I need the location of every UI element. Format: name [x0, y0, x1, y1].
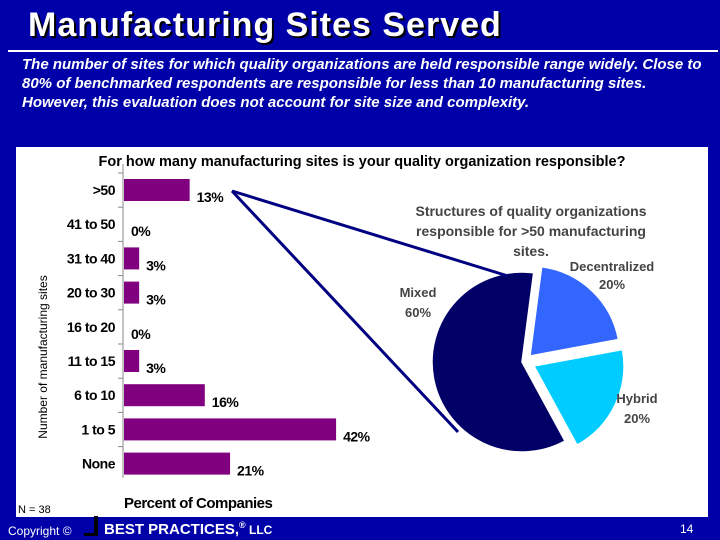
bar-value-label: 3%	[146, 292, 166, 308]
pie-chart: Structures of quality organizations respo…	[230, 189, 658, 453]
bar-value-label: 0%	[131, 326, 151, 342]
bar	[124, 350, 140, 372]
pie-slice	[431, 271, 567, 453]
pie-slice	[532, 348, 625, 447]
x-axis-label: Percent of Companies	[124, 495, 273, 512]
callout-line-bottom	[230, 189, 460, 434]
title-divider	[8, 50, 718, 52]
callout-line-top	[231, 189, 509, 278]
brand-logo-icon	[84, 516, 98, 536]
bar-value-label: 21%	[237, 463, 265, 479]
y-tick-label: 41 to 50	[67, 216, 116, 232]
page-number: 14	[680, 522, 694, 536]
chart-svg: For how many manufacturing sites is your…	[18, 154, 658, 516]
pie-slice-label: Decentralized	[570, 259, 655, 274]
slide-subtitle: The number of sites for which quality or…	[22, 56, 702, 111]
brand-suffix: LLC	[245, 523, 273, 537]
bar	[124, 247, 140, 270]
y-tick-label: 1 to 5	[81, 421, 115, 437]
pie-slice	[529, 265, 620, 357]
footer-brand: BEST PRACTICES,® LLC	[104, 520, 272, 538]
sample-size-note: N = 38	[18, 504, 51, 516]
y-tick-label: >50	[93, 182, 116, 198]
brand-name: BEST PRACTICES,	[104, 521, 240, 538]
bar	[124, 384, 205, 407]
bar-value-label: 0%	[131, 223, 151, 239]
chart-panel: For how many manufacturing sites is your…	[16, 147, 708, 517]
bar-value-label: 42%	[343, 428, 371, 444]
pie-slice-value: 60%	[405, 305, 431, 320]
y-tick-label: 20 to 30	[67, 285, 116, 301]
registered-mark: ®	[239, 520, 246, 530]
bar	[124, 452, 231, 475]
bar	[124, 179, 190, 201]
pie-title-line: sites.	[513, 243, 549, 259]
bar	[124, 418, 337, 441]
y-tick-label: 16 to 20	[67, 319, 116, 335]
pie-title-line: responsible for >50 manufacturing	[416, 223, 646, 239]
pie-slice-value: 20%	[624, 411, 650, 426]
bar-value-label: 16%	[212, 394, 240, 410]
bar-chart-title: For how many manufacturing sites is your…	[99, 154, 626, 170]
bar-chart: For how many manufacturing sites is your…	[18, 154, 626, 516]
slide-title: Manufacturing Sites Served	[28, 6, 502, 44]
pie-slice-value: 20%	[599, 277, 625, 292]
pie-chart-title: Structures of quality organizations respo…	[415, 203, 646, 259]
bar	[124, 281, 140, 304]
pie-slice-label: Hybrid	[616, 391, 657, 406]
y-axis-label: Number of manufacturing sites	[36, 275, 50, 438]
footer-copyright: Copyright ©	[8, 524, 72, 538]
y-tick-label: 11 to 15	[68, 353, 116, 369]
bar-value-label: 13%	[197, 189, 225, 205]
y-tick-label: None	[82, 456, 116, 472]
bar-value-label: 3%	[146, 360, 166, 376]
pie-slice-label: Mixed	[400, 285, 437, 300]
pie-title-line: Structures of quality organizations	[415, 203, 646, 219]
y-tick-label: 6 to 10	[74, 387, 116, 403]
y-tick-label: 31 to 40	[67, 250, 116, 266]
bar-value-label: 3%	[146, 257, 166, 273]
